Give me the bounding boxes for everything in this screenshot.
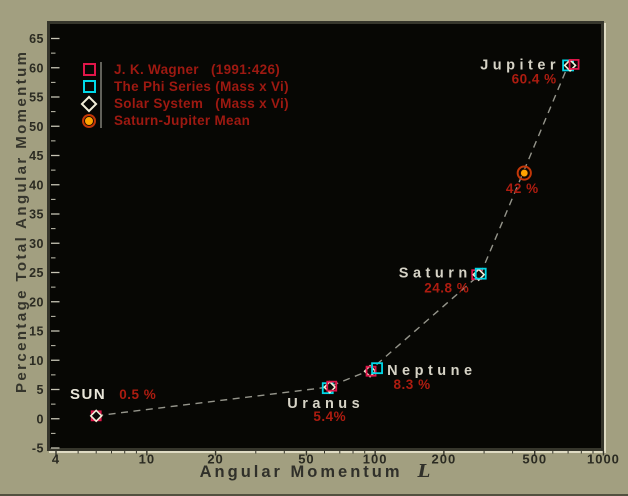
data-point-sun: SUN 0.5 % [70,386,156,423]
y-tick-label: 5 [37,383,44,397]
legend-divider [100,62,102,128]
x-axis-title-text: Angular Momentum [199,463,403,481]
window-bottom-edge [0,494,628,496]
point-value-label: 5.4% [313,409,346,424]
point-value-label: 42 % [506,181,539,196]
y-tick-label: -5 [32,442,44,456]
legend-item-wagner: J. K. Wagner (1991:426) [80,61,289,78]
wagner-marker-icon [83,63,96,76]
point-value-label: 60.4 % [512,71,557,86]
x-tick-label: 200 [432,452,457,467]
y-tick-label: 35 [29,208,44,222]
point-name-label: SUN [70,386,106,403]
y-tick-label: 20 [29,295,44,309]
legend-item-phi: The Phi Series (Mass x Vi) [80,78,289,95]
y-tick-label: 25 [29,266,44,280]
legend-label: The Phi Series (Mass x Vi) [114,79,289,94]
point-name-label: Uranus [287,396,364,412]
y-tick-label: 40 [29,178,44,192]
y-axis-ticks: -5 0 5 10 15 20 25 30 35 40 45 50 55 60 65 [29,32,60,456]
solar-diamond-marker [89,409,103,423]
x-tick-label: 50 [298,452,314,467]
legend-item-mean: Saturn-Jupiter Mean [80,112,289,129]
legend-label: Saturn-Jupiter Mean [114,113,251,128]
legend-label: J. K. Wagner (1991:426) [114,62,281,77]
y-tick-label: 45 [29,149,44,163]
point-name-label: Saturn [399,266,472,282]
y-tick-label: 15 [29,325,44,339]
point-value-label: 0.5 % [119,387,156,402]
legend-label: Solar System (Mass x Vi) [114,96,289,111]
phi-square-marker [371,362,383,375]
legend: J. K. Wagner (1991:426) The Phi Series (M… [80,61,289,129]
x-axis-title: Angular Momentum L [150,461,480,482]
mean-ring-marker [516,165,532,181]
y-tick-label: 30 [29,237,44,251]
y-tick-label: 10 [29,354,44,368]
y-axis-title: Percentage Total Angular Momentum [13,49,30,393]
wagner-square-marker [365,365,377,377]
x-tick-label: 100 [363,452,388,467]
y-tick-label: 60 [29,61,44,75]
y-tick-label: 55 [29,91,44,105]
mean-dot-marker [519,168,529,178]
wagner-square-marker [568,59,580,70]
x-tick-label: 4 [52,452,60,467]
plot-area [47,21,604,451]
legend-item-solar: Solar System (Mass x Vi) [80,95,289,112]
x-tick-label: 20 [207,452,223,467]
x-axis-variable-symbol: L [417,461,431,482]
solar-marker-icon [80,95,98,112]
y-tick-label: 50 [29,120,44,134]
wagner-square-marker [326,380,338,392]
x-tick-label: 500 [522,452,547,467]
point-name-label: Neptune [387,363,477,379]
data-point-saturn-jupiter-mean: 42 % [506,165,539,196]
x-axis-ticks: 4 10 20 50 100 200 500 1000 [52,451,620,467]
y-tick-label: 65 [29,32,44,46]
point-value-label: 8.3 % [394,377,431,392]
point-value-label: 24.8 % [424,281,469,296]
point-name-label: Jupiter [480,57,560,73]
y-tick-label: 0 [37,412,44,426]
phi-marker-icon [83,80,96,93]
x-tick-label: 10 [139,452,155,467]
phi-square-marker [474,267,487,280]
mean-marker-icon [84,115,94,126]
x-tick-label: 1000 [587,452,620,467]
